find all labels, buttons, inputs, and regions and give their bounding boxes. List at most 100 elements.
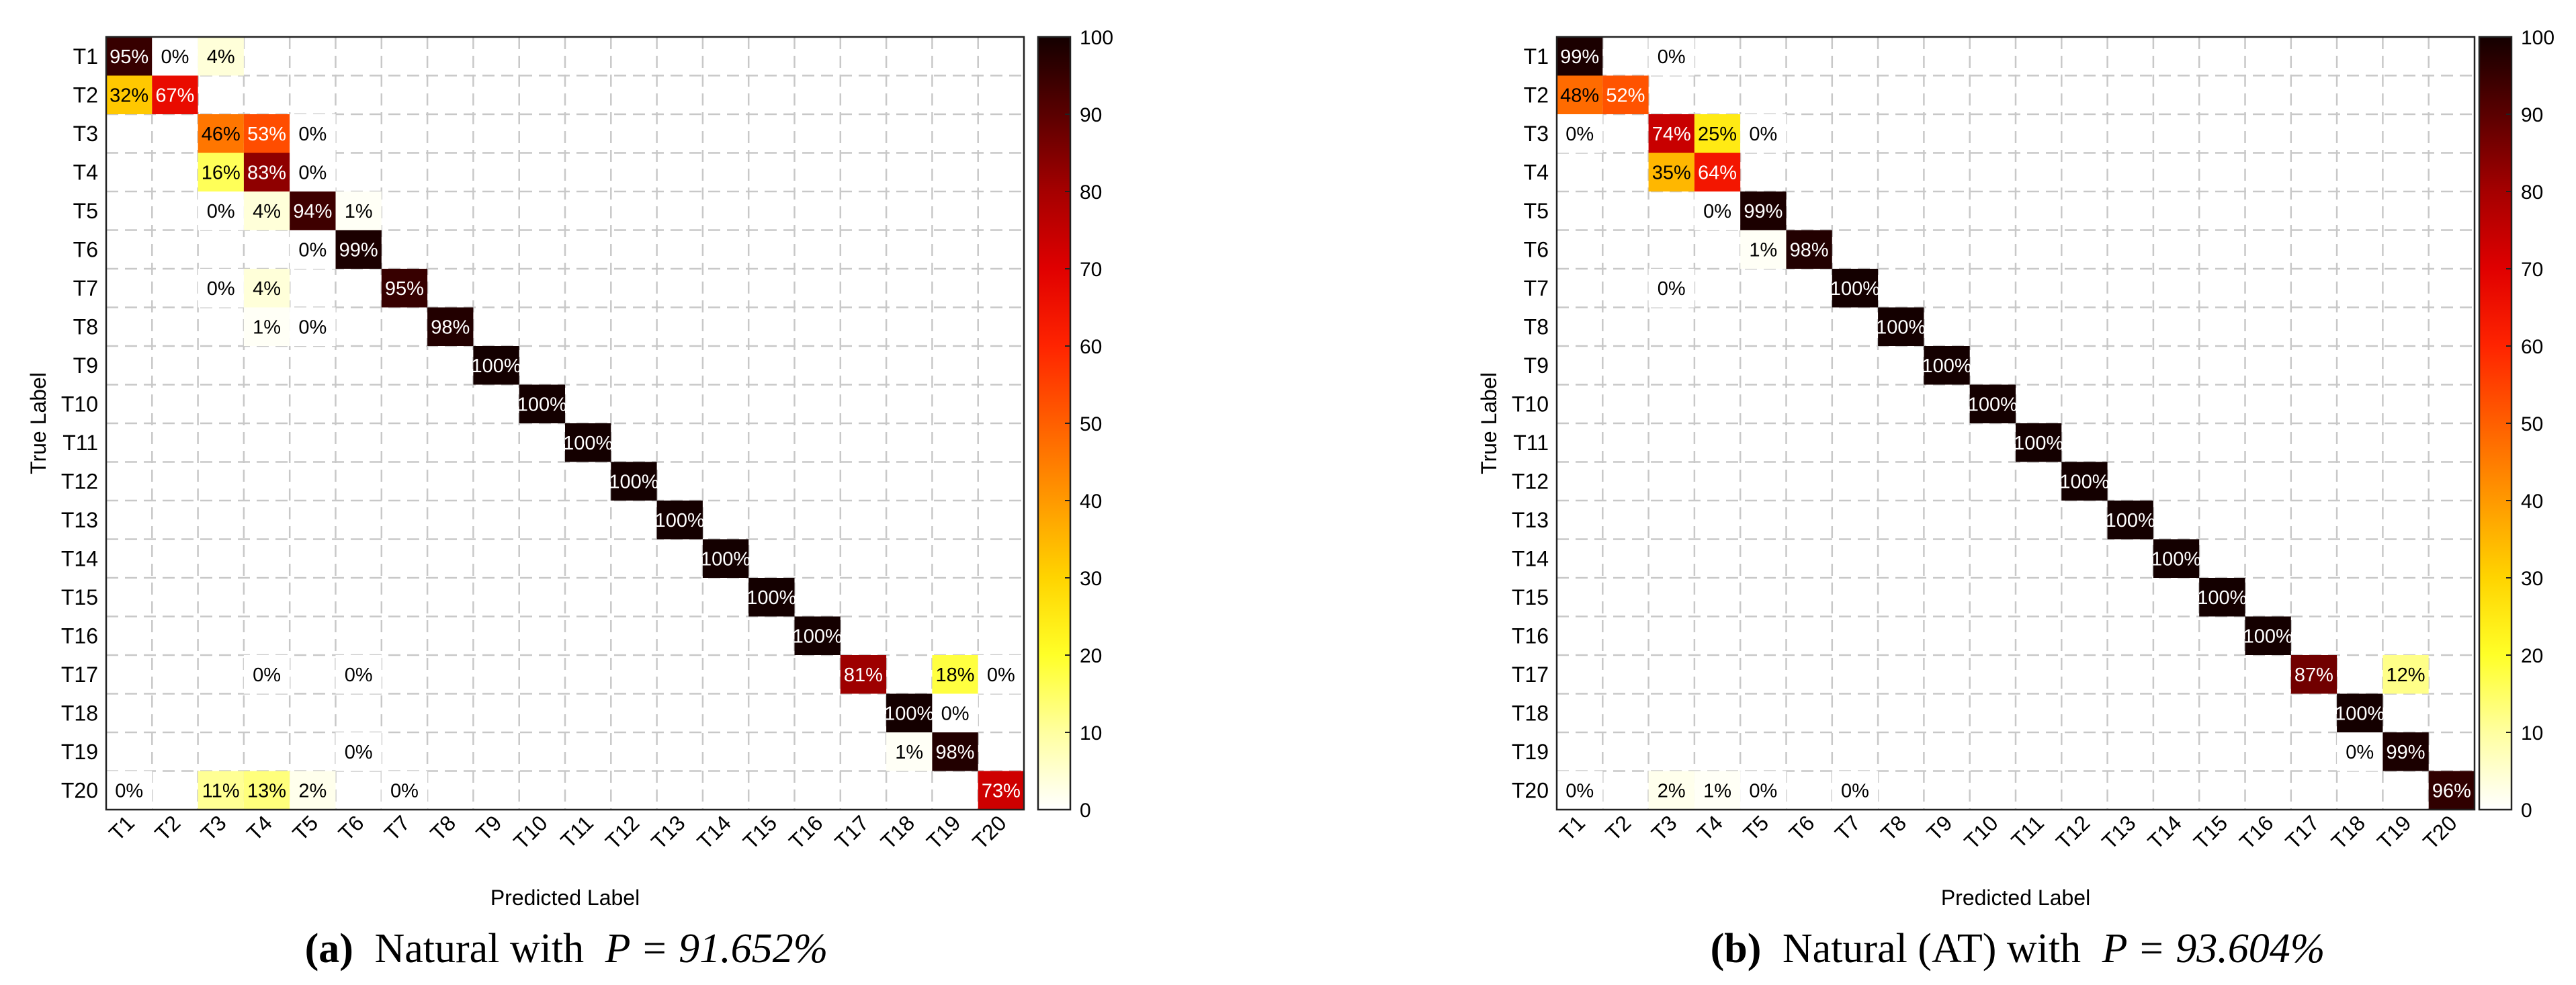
cell-value-label: 100% bbox=[2059, 471, 2109, 492]
x-tick-label: T5 bbox=[288, 810, 323, 845]
heatmap-cells: 95% 0% 4% 32% 67% 46% 53% 0% 16% 83% 0% 0% 4% 94% 1% 0%… bbox=[106, 37, 1024, 810]
cell-value-label: 0% bbox=[298, 316, 327, 338]
cell-value-label: 0% bbox=[207, 278, 235, 300]
x-tick-label: T11 bbox=[2006, 810, 2049, 853]
cell-value-label: 0% bbox=[1749, 780, 1777, 802]
cell-value-label: 98% bbox=[431, 316, 470, 338]
heatmap-cell bbox=[198, 191, 244, 230]
x-tick-label: T13 bbox=[646, 810, 689, 853]
cell-value-label: 1% bbox=[1749, 239, 1777, 261]
y-tick-label: T12 bbox=[1512, 469, 1549, 493]
heatmap-cell bbox=[2061, 462, 2108, 501]
x-tick-label: T7 bbox=[380, 810, 415, 845]
cell-value-label: 52% bbox=[1606, 85, 1645, 106]
cell-value-label: 0% bbox=[987, 665, 1015, 686]
heatmap-cell bbox=[1969, 384, 2016, 423]
heatmap-cell bbox=[1557, 75, 1603, 114]
caption-b-text: Natural (AT) with bbox=[1783, 926, 2081, 972]
cell-value-label: 99% bbox=[1744, 201, 1783, 222]
cell-value-label: 1% bbox=[1703, 780, 1731, 802]
heatmap-cell bbox=[1557, 771, 1603, 810]
cell-value-label: 100% bbox=[655, 510, 705, 531]
colorbar-tick-label: 80 bbox=[2521, 181, 2543, 204]
y-tick-label: T2 bbox=[1524, 83, 1549, 107]
cell-value-label: 100% bbox=[1922, 355, 1971, 377]
plot-frame bbox=[1555, 36, 2476, 811]
cell-value-label: 87% bbox=[2294, 665, 2333, 686]
heatmap-cell bbox=[978, 771, 1024, 810]
y-tick-label: T10 bbox=[1512, 392, 1549, 416]
heatmap-cell bbox=[106, 771, 153, 810]
cell-value-label: 4% bbox=[253, 201, 281, 222]
cell-value-label: 0% bbox=[345, 665, 373, 686]
cell-value-label: 0% bbox=[1565, 124, 1594, 145]
heatmap-cell bbox=[840, 655, 887, 694]
y-tick-label: T7 bbox=[73, 276, 98, 300]
heatmap-cell bbox=[656, 501, 703, 540]
heatmap-cell bbox=[1924, 346, 1970, 385]
cell-value-label: 100% bbox=[2197, 587, 2247, 609]
cell-value-label: 0% bbox=[115, 780, 143, 802]
cell-value-label: 0% bbox=[298, 124, 327, 145]
x-tick-label: T19 bbox=[922, 810, 965, 853]
caption-a-letter: (a) bbox=[305, 926, 353, 972]
heatmap-cell bbox=[198, 114, 244, 153]
heatmap-cell bbox=[290, 191, 336, 230]
x-tick-label: T9 bbox=[1922, 810, 1957, 845]
y-tick-labels: T1 T2 T3 T4 T5 T6 T7 T8 T9 T10 T11 T12 T13 T14 T15 T16 T… bbox=[61, 44, 98, 803]
colorbar-tick-label: 70 bbox=[1080, 259, 1102, 281]
y-tick-label: T16 bbox=[1512, 624, 1549, 648]
heatmap-cell bbox=[1832, 269, 1879, 308]
x-tick-label: T3 bbox=[196, 810, 231, 845]
heatmap-cell bbox=[1557, 114, 1603, 153]
heatmap-cell bbox=[1648, 114, 1694, 153]
y-tick-label: T10 bbox=[61, 392, 98, 416]
y-tick-label: T4 bbox=[1524, 160, 1549, 184]
cell-value-label: 0% bbox=[1658, 46, 1686, 68]
cell-value-label: 0% bbox=[2346, 742, 2374, 763]
cell-value-label: 48% bbox=[1560, 85, 1599, 106]
heatmap-cell bbox=[519, 384, 565, 423]
cell-value-label: 99% bbox=[339, 239, 378, 261]
heatmap-cell bbox=[106, 75, 153, 114]
x-tick-label: T7 bbox=[1830, 810, 1865, 845]
y-tick-label: T12 bbox=[61, 469, 98, 493]
cell-value-label: 46% bbox=[202, 124, 241, 145]
x-tick-label: T16 bbox=[784, 810, 827, 853]
y-tick-label: T19 bbox=[1512, 740, 1549, 764]
x-tick-label: T4 bbox=[1692, 810, 1727, 845]
cell-value-label: 1% bbox=[253, 316, 281, 338]
heatmap-cell bbox=[1740, 114, 1787, 153]
cell-value-label: 100% bbox=[701, 548, 750, 570]
colorbar-tick-label: 10 bbox=[1080, 722, 1102, 744]
colorbar-tick-label: 30 bbox=[2521, 568, 2543, 590]
heatmap-cell bbox=[1648, 771, 1694, 810]
heatmap-cell bbox=[565, 423, 611, 462]
x-tick-label: T5 bbox=[1738, 810, 1773, 845]
y-tick-label: T1 bbox=[1524, 44, 1549, 69]
cell-value-label: 0% bbox=[390, 780, 419, 802]
colorbar: 0 10 20 30 40 50 60 70 80 90 100 bbox=[2478, 27, 2554, 822]
y-tick-labels: T1 T2 T3 T4 T5 T6 T7 T8 T9 T10 T11 T12 T13 T14 T15 T16 T… bbox=[1512, 44, 1549, 803]
heatmap-cell bbox=[932, 732, 978, 771]
cell-value-label: 2% bbox=[298, 780, 327, 802]
caption-a-math: P = 91.652% bbox=[605, 926, 828, 972]
heatmap-cell bbox=[427, 307, 474, 346]
x-axis-label: Predicted Label bbox=[1941, 886, 2090, 910]
x-tick-label: T3 bbox=[1647, 810, 1682, 845]
x-tick-label: T17 bbox=[2280, 810, 2323, 853]
cell-value-label: 100% bbox=[1876, 316, 1926, 338]
heatmap-cell bbox=[2337, 693, 2383, 732]
heatmap-cell bbox=[243, 771, 290, 810]
y-tick-label: T15 bbox=[61, 585, 98, 609]
cell-value-label: 100% bbox=[609, 471, 658, 492]
cell-value-label: 35% bbox=[1652, 162, 1691, 183]
cell-value-label: 81% bbox=[844, 665, 883, 686]
cell-value-label: 100% bbox=[884, 703, 934, 724]
x-tick-label: T2 bbox=[151, 810, 185, 845]
x-tick-label: T18 bbox=[2327, 810, 2370, 853]
x-tick-label: T4 bbox=[242, 810, 277, 845]
heatmap-cell bbox=[198, 771, 244, 810]
y-tick-label: T11 bbox=[1513, 431, 1549, 455]
heatmap-cell bbox=[1648, 269, 1694, 308]
